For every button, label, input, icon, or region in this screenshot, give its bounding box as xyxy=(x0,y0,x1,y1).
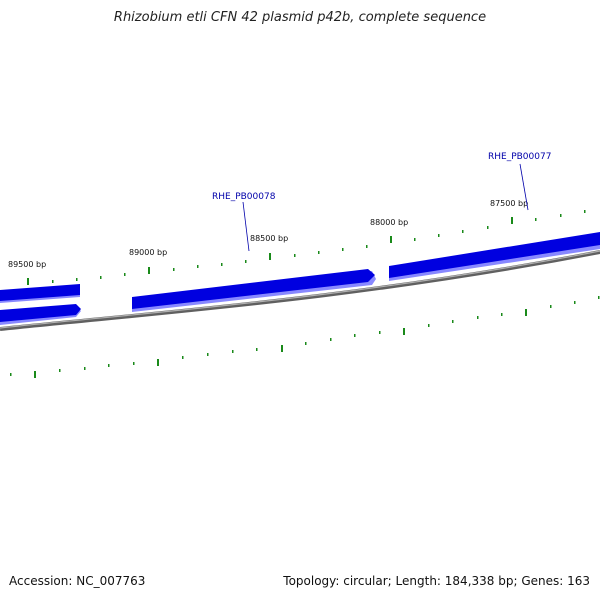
gene-label-leader xyxy=(519,163,529,211)
tick-label: 88500 bp xyxy=(250,234,288,243)
backbone-line-highlight xyxy=(0,250,600,329)
gene-label[interactable]: RHE_PB00077 xyxy=(488,152,551,162)
topology-stats-text: Topology: circular; Length: 184,338 bp; … xyxy=(283,574,590,588)
gene-feature[interactable] xyxy=(389,232,600,281)
gene-label-leader xyxy=(242,201,250,252)
tick-label: 89500 bp xyxy=(8,260,46,269)
inner-ticks xyxy=(10,296,600,378)
outer-ticks xyxy=(27,210,586,285)
tick-label: 89000 bp xyxy=(129,248,167,257)
gene-label[interactable]: RHE_PB00078 xyxy=(212,192,276,202)
gene-feature[interactable] xyxy=(0,284,80,303)
accession-text: Accession: NC_007763 xyxy=(9,574,146,588)
tick-label: 87500 bp xyxy=(490,199,528,208)
tick-label: 88000 bp xyxy=(370,218,408,227)
gene-feature[interactable] xyxy=(132,269,376,312)
map-title: Rhizobium etli CFN 42 plasmid p42b, comp… xyxy=(113,10,487,25)
backbone-line xyxy=(0,250,600,331)
gene-feature[interactable] xyxy=(0,304,81,325)
